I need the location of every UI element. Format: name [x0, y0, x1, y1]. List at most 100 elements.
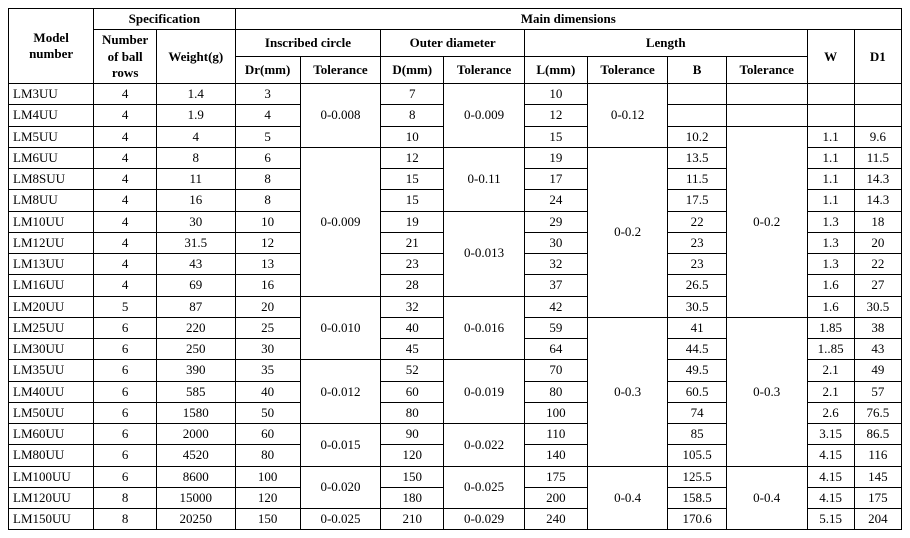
- cell-nbr: 4: [94, 169, 157, 190]
- cell-d1: 204: [854, 509, 901, 530]
- cell-b: 26.5: [668, 275, 726, 296]
- cell-dr-tol: 0-0.008: [300, 84, 381, 148]
- cell-w: 2.1: [807, 381, 854, 402]
- cell-l-tol: 0-0.2: [587, 147, 668, 317]
- cell-dr: 25: [235, 317, 300, 338]
- cell-w: 4.15: [807, 487, 854, 508]
- cell-nbr: 4: [94, 275, 157, 296]
- cell-b-tol: 0-0.4: [726, 466, 807, 530]
- cell-wgt: 87: [157, 296, 236, 317]
- cell-l-tol: 0-0.4: [587, 466, 668, 530]
- cell-w: 1.6: [807, 296, 854, 317]
- cell-d: 15: [381, 190, 444, 211]
- cell-b: 85: [668, 424, 726, 445]
- cell-w: 1.6: [807, 275, 854, 296]
- cell-b: 74: [668, 402, 726, 423]
- cell-dr-tol: 0-0.012: [300, 360, 381, 424]
- cell-d-tol: 0-0.013: [444, 211, 525, 296]
- cell-nbr: 4: [94, 105, 157, 126]
- cell-d1: [854, 84, 901, 105]
- cell-dr: 12: [235, 232, 300, 253]
- cell-b: [668, 84, 726, 105]
- cell-dr: 150: [235, 509, 300, 530]
- cell-nbr: 6: [94, 360, 157, 381]
- cell-b: 125.5: [668, 466, 726, 487]
- head-d: D(mm): [381, 57, 444, 84]
- cell-dr: 40: [235, 381, 300, 402]
- cell-wgt: 1580: [157, 402, 236, 423]
- cell-nbr: 8: [94, 509, 157, 530]
- cell-d1: 27: [854, 275, 901, 296]
- cell-d1: 9.6: [854, 126, 901, 147]
- cell-d1: 11.5: [854, 147, 901, 168]
- cell-dr: 20: [235, 296, 300, 317]
- cell-d-tol: 0-0.029: [444, 509, 525, 530]
- cell-nbr: 4: [94, 147, 157, 168]
- cell-dr: 120: [235, 487, 300, 508]
- cell-b: 10.2: [668, 126, 726, 147]
- cell-d: 28: [381, 275, 444, 296]
- cell-wgt: 20250: [157, 509, 236, 530]
- cell-wgt: 31.5: [157, 232, 236, 253]
- cell-d: 10: [381, 126, 444, 147]
- cell-dr: 35: [235, 360, 300, 381]
- cell-model: LM8UU: [9, 190, 94, 211]
- cell-d1: 38: [854, 317, 901, 338]
- cell-d1: 145: [854, 466, 901, 487]
- cell-l: 19: [524, 147, 587, 168]
- cell-d: 90: [381, 424, 444, 445]
- cell-model: LM150UU: [9, 509, 94, 530]
- cell-nbr: 6: [94, 317, 157, 338]
- cell-nbr: 6: [94, 339, 157, 360]
- cell-d1: 30.5: [854, 296, 901, 317]
- cell-b: 105.5: [668, 445, 726, 466]
- cell-l: 17: [524, 169, 587, 190]
- cell-l: 140: [524, 445, 587, 466]
- cell-w: 2.1: [807, 360, 854, 381]
- cell-dr-tol: 0-0.015: [300, 424, 381, 467]
- cell-model: LM13UU: [9, 254, 94, 275]
- cell-w: 3.15: [807, 424, 854, 445]
- cell-model: LM6UU: [9, 147, 94, 168]
- head-model: Model number: [9, 9, 94, 84]
- cell-nbr: 6: [94, 381, 157, 402]
- cell-d1: 57: [854, 381, 901, 402]
- cell-model: LM30UU: [9, 339, 94, 360]
- cell-dr: 13: [235, 254, 300, 275]
- cell-d-tol: 0-0.019: [444, 360, 525, 424]
- cell-wgt: 8: [157, 147, 236, 168]
- cell-wgt: 585: [157, 381, 236, 402]
- cell-wgt: 16: [157, 190, 236, 211]
- cell-dr-tol: 0-0.010: [300, 296, 381, 360]
- cell-d: 40: [381, 317, 444, 338]
- table-head: Model number Specification Main dimensio…: [9, 9, 902, 84]
- cell-dr: 80: [235, 445, 300, 466]
- cell-w: 2.6: [807, 402, 854, 423]
- cell-b: 23: [668, 254, 726, 275]
- cell-d1: 20: [854, 232, 901, 253]
- cell-d: 12: [381, 147, 444, 168]
- cell-d1: 22: [854, 254, 901, 275]
- cell-model: LM35UU: [9, 360, 94, 381]
- cell-w: 1.1: [807, 190, 854, 211]
- cell-b-tol: 0-0.3: [726, 317, 807, 466]
- cell-l: 240: [524, 509, 587, 530]
- cell-l: 10: [524, 84, 587, 105]
- head-b: B: [668, 57, 726, 84]
- cell-dr: 16: [235, 275, 300, 296]
- cell-d1: 76.5: [854, 402, 901, 423]
- cell-b: 41: [668, 317, 726, 338]
- cell-model: LM8SUU: [9, 169, 94, 190]
- cell-l: 42: [524, 296, 587, 317]
- cell-d: 7: [381, 84, 444, 105]
- cell-l: 59: [524, 317, 587, 338]
- cell-b: 22: [668, 211, 726, 232]
- cell-model: LM10UU: [9, 211, 94, 232]
- cell-model: LM50UU: [9, 402, 94, 423]
- cell-model: LM80UU: [9, 445, 94, 466]
- cell-dr: 100: [235, 466, 300, 487]
- cell-wgt: 15000: [157, 487, 236, 508]
- table-row: LM100UU686001000-0.0201500-0.0251750-0.4…: [9, 466, 902, 487]
- head-outer: Outer diameter: [381, 30, 525, 57]
- cell-dr: 10: [235, 211, 300, 232]
